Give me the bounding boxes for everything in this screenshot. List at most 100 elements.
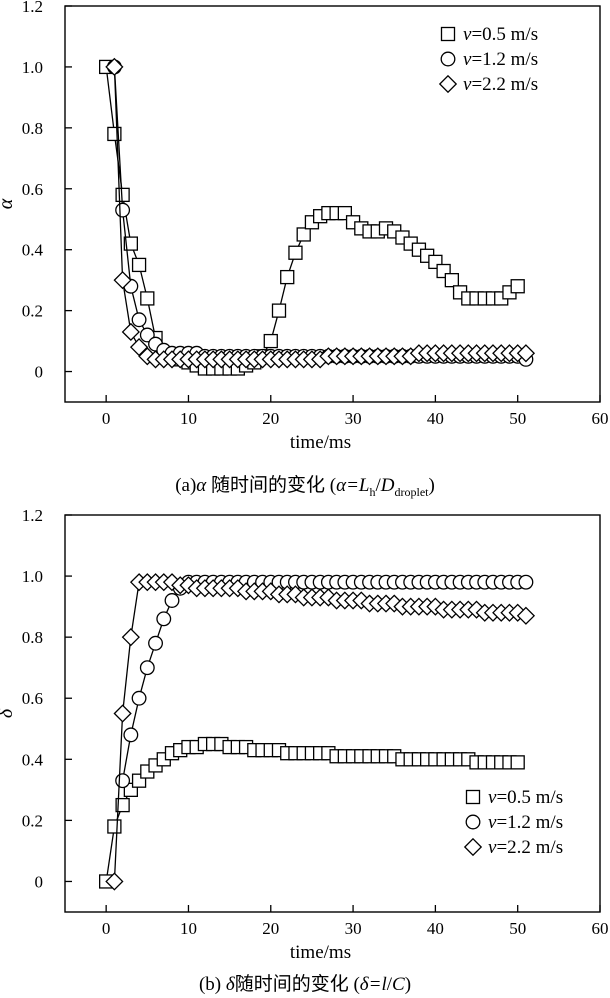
legend-v: v	[488, 787, 497, 808]
legend-marker-2	[438, 74, 458, 94]
y-tick-label: 0.8	[22, 119, 43, 138]
legend-label-2: v=2.2 m/s	[488, 837, 563, 858]
x-tick-label: 30	[345, 919, 362, 938]
series-2-line	[113, 581, 527, 882]
series-2-point	[129, 338, 149, 357]
series-1-point	[131, 690, 147, 706]
y-tick-label: 0.2	[22, 811, 43, 830]
legend-marker-1	[465, 814, 481, 830]
series-0-point	[115, 797, 130, 813]
legend-label-1: v=1.2 m/s	[463, 49, 538, 70]
series-1-point	[139, 660, 155, 676]
series-2-point	[516, 606, 536, 625]
legend-label-0: v=0.5 m/s	[463, 24, 538, 45]
legend: v=0.5 m/sv=1.2 m/sv=2.2 m/s	[438, 24, 538, 95]
legend-value: =0.5 m/s	[496, 787, 563, 808]
x-axis-label: time/ms	[290, 942, 351, 963]
y-tick-label: 0.4	[22, 750, 44, 769]
series-2-point	[516, 344, 536, 363]
series-2-point	[105, 57, 124, 77]
series-0	[99, 736, 525, 889]
series-1-point	[148, 635, 163, 651]
y-tick-label: 1.2	[22, 0, 43, 16]
plot-frame	[64, 514, 601, 913]
series-2	[105, 57, 536, 369]
x-tick-label: 50	[509, 409, 526, 428]
y-tick-label: 1.2	[22, 506, 43, 525]
chart-delta: 0 10 20 30 40 50 60 0 0.2 0.4 0.6 0.8 1.0 1.2 time/ms δ…	[0, 506, 609, 963]
legend-v: v	[463, 74, 472, 95]
x-tick-label: 60	[592, 919, 609, 938]
legend-v: v	[488, 837, 497, 858]
series-1-point	[518, 574, 534, 590]
legend-label-2: v=2.2 m/s	[463, 74, 538, 95]
legend-marker-0	[465, 789, 481, 805]
series-0-point	[288, 245, 303, 260]
series-0-point	[510, 755, 525, 770]
y-tick-label: 1.0	[22, 567, 43, 586]
series-1-point	[115, 773, 131, 789]
y-axis-label: δ	[0, 708, 17, 718]
series-2-point	[113, 271, 132, 290]
series-0-point	[296, 227, 311, 242]
series-0	[99, 59, 525, 376]
series-1-point	[115, 202, 131, 218]
legend-value: =2.2 m/s	[496, 837, 563, 858]
x-tick-label: 60	[592, 409, 609, 428]
legend-value: =1.2 m/s	[496, 812, 563, 833]
legend-v: v	[488, 812, 497, 833]
x-tick-label: 40	[427, 919, 444, 938]
legend-marker-1	[440, 51, 456, 67]
series-0-point	[131, 257, 147, 273]
series-2-point	[121, 322, 140, 342]
series-1-point	[139, 327, 155, 343]
series-0-point	[280, 269, 295, 285]
series-0-point	[107, 819, 122, 834]
legend-v: v	[463, 49, 472, 70]
series-2-point	[105, 872, 124, 891]
x-tick-label: 0	[102, 409, 111, 428]
caption-a: (a)α 随时间的变化 (α=Lh/Ddroplet)	[175, 475, 435, 499]
legend: v=0.5 m/sv=1.2 m/sv=2.2 m/s	[463, 787, 563, 858]
x-tick-label: 40	[427, 409, 444, 428]
x-tick-label: 0	[102, 919, 111, 938]
caption-b: (b) δ随时间的变化 (δ=l/C)	[198, 974, 412, 995]
legend-value: =2.2 m/s	[471, 74, 538, 95]
legend-label-0: v=0.5 m/s	[488, 787, 563, 808]
chart-alpha: 0 10 20 30 40 50 60 0 0.2 0.4 0.6 0.8 1.0 1.2 time/ms α…	[0, 0, 609, 453]
series-0-point	[510, 279, 525, 294]
y-tick-label: 0.8	[22, 628, 43, 647]
series-2-point	[121, 628, 140, 647]
legend-v: v	[463, 24, 472, 45]
x-tick-label: 10	[180, 919, 197, 938]
y-tick-label: 0.2	[22, 302, 43, 321]
series-2	[105, 573, 536, 891]
y-tick-label: 0	[35, 872, 44, 891]
series-2-point	[113, 704, 132, 723]
x-tick-label: 20	[262, 919, 279, 938]
series-1	[115, 574, 534, 789]
y-tick-label: 0.6	[22, 180, 43, 199]
series-0-point	[444, 273, 459, 288]
y-tick-label: 0.6	[22, 689, 43, 708]
legend-label-1: v=1.2 m/s	[488, 812, 563, 833]
series-0-point	[271, 303, 287, 318]
y-axis-label: α	[0, 198, 17, 209]
series-1-point	[156, 611, 172, 627]
series-1-point	[123, 727, 139, 743]
x-tick-label: 10	[180, 409, 197, 428]
plot-frame	[64, 5, 601, 403]
legend-marker-2	[463, 837, 483, 857]
series-0-point	[263, 333, 278, 349]
series-1-point	[131, 312, 147, 328]
y-tick-label: 0.4	[22, 241, 44, 260]
legend-marker-0	[440, 26, 456, 42]
series-0-point	[140, 291, 155, 306]
series-1-point	[164, 593, 180, 608]
series-0-point	[123, 236, 138, 251]
legend-value: =0.5 m/s	[471, 24, 538, 45]
y-tick-label: 0	[35, 363, 44, 382]
y-tick-label: 1.0	[22, 58, 43, 77]
x-tick-label: 50	[509, 919, 526, 938]
